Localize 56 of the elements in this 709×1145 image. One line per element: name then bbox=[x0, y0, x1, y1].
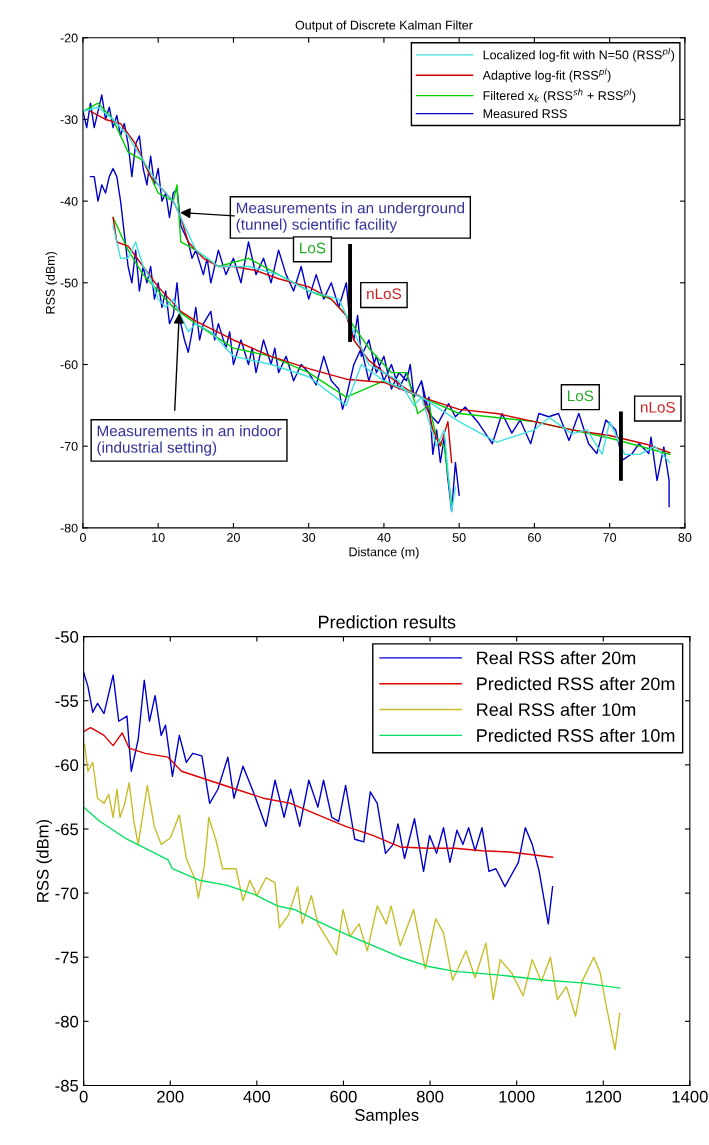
annotation: Measurements in an underground (tunnel) scientific facility bbox=[236, 202, 465, 233]
y-tick-label: -70 bbox=[55, 887, 79, 900]
x-tick-label: 60 bbox=[528, 533, 541, 542]
x-tick-label: 0 bbox=[79, 1090, 88, 1103]
legend-label: Measured RSS bbox=[483, 108, 567, 119]
x-tick-label: 20 bbox=[227, 533, 240, 542]
y-tick-label: -75 bbox=[55, 951, 79, 964]
x-axis-title: Samples bbox=[355, 1108, 419, 1125]
legend-label: Real RSS after 10m bbox=[477, 702, 636, 717]
y-tick-label: -70 bbox=[60, 441, 78, 451]
annotation: nLoS bbox=[640, 401, 675, 413]
line-series bbox=[83, 743, 621, 1051]
annotation: Measurements in an indoor (industrial setting) bbox=[97, 425, 282, 456]
line-series bbox=[83, 726, 554, 858]
chart-title: Prediction results bbox=[319, 615, 456, 629]
x-tick-label: 40 bbox=[377, 533, 391, 542]
y-tick-label: -55 bbox=[55, 695, 79, 707]
y-tick-label: -30 bbox=[60, 115, 78, 125]
chart-title: Output of Discrete Kalman Filter bbox=[295, 20, 473, 33]
x-tick-label: 30 bbox=[302, 533, 316, 542]
x-tick-label: 1000 bbox=[499, 1090, 535, 1103]
x-tick-label: 1400 bbox=[672, 1090, 708, 1103]
legend-label: Predicted RSS after 10m bbox=[477, 728, 675, 742]
x-tick-label: 200 bbox=[157, 1090, 184, 1103]
y-tick-label: -80 bbox=[55, 1015, 79, 1028]
x-tick-label: 800 bbox=[416, 1090, 444, 1103]
y-tick-label: -20 bbox=[60, 33, 78, 43]
line-series bbox=[83, 671, 554, 925]
y-tick-label: -50 bbox=[60, 278, 78, 288]
y-tick-label: -40 bbox=[60, 196, 78, 206]
line-series bbox=[83, 806, 621, 989]
y-tick-label: -80 bbox=[60, 523, 78, 533]
legend-label: Predicted RSS after 20m bbox=[477, 676, 675, 691]
legend-label: Filtered x$_{k}$ (RSS$^{sh}$ + RSS$^{pl}$) bbox=[483, 88, 636, 103]
x-tick-label: 600 bbox=[330, 1090, 357, 1103]
x-tick-label: 400 bbox=[243, 1090, 271, 1103]
x-tick-label: 10 bbox=[152, 533, 165, 542]
y-axis-title: RSS (dBm) bbox=[45, 251, 58, 314]
y-axis-title: RSS (dBm) bbox=[36, 819, 52, 902]
legend-label: Localized log-fit with N=50 (RSS$^{pl}$) bbox=[483, 47, 675, 62]
y-tick-label: -60 bbox=[55, 759, 79, 772]
x-axis-title: Distance (m) bbox=[349, 547, 419, 559]
legend-label: Real RSS after 20m bbox=[477, 651, 636, 665]
legend-label: Adaptive log-fit (RSS$^{pl}$) bbox=[482, 68, 611, 83]
y-tick-label: -85 bbox=[55, 1079, 79, 1092]
annotation: LoS bbox=[300, 242, 326, 254]
annotation: LoS bbox=[567, 390, 594, 402]
y-tick-label: -65 bbox=[55, 823, 79, 836]
annotation: nLoS bbox=[367, 288, 402, 300]
x-tick-label: 80 bbox=[678, 533, 692, 542]
y-tick-label: -60 bbox=[60, 360, 78, 370]
y-tick-label: -50 bbox=[55, 631, 79, 643]
x-tick-label: 0 bbox=[79, 533, 86, 542]
x-tick-label: 70 bbox=[603, 533, 617, 542]
x-tick-label: 1200 bbox=[585, 1090, 622, 1103]
x-tick-label: 50 bbox=[452, 533, 466, 542]
